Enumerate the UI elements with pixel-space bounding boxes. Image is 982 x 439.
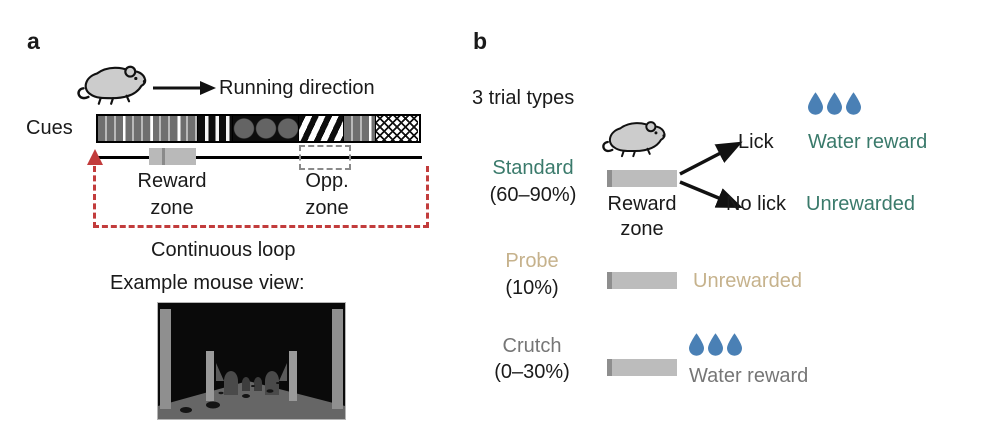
water-drops <box>689 333 742 356</box>
crutch-trial-name: Crutch <box>502 335 562 357</box>
continuous-loop-label: Continuous loop <box>151 239 296 261</box>
probe-trial-name: Probe <box>505 250 559 272</box>
standard-trial-name: Standard <box>492 157 574 179</box>
probe-outcome-label: Unrewarded <box>693 270 802 292</box>
mouse-icon-b <box>602 121 666 158</box>
mouse-icon <box>77 65 147 105</box>
cue-segment-diagonal-stripes <box>298 116 343 141</box>
lick-label: Lick <box>738 131 774 153</box>
water-drop-icon <box>808 92 823 115</box>
cue-bar <box>96 114 421 143</box>
water-drop-icon <box>846 92 861 115</box>
running-direction-arrow-icon <box>153 81 216 95</box>
cue-segment-vertical-stripes-2 <box>343 116 375 141</box>
loop-arrowhead-icon <box>87 149 103 165</box>
cues-label: Cues <box>26 117 73 139</box>
crutch-trial-percent: (0–30%) <box>494 361 570 383</box>
water-drop-icon <box>689 333 704 356</box>
water-drop-icon <box>727 333 742 356</box>
opp-zone-marker <box>299 145 351 170</box>
running-direction-label: Running direction <box>219 77 375 99</box>
decision-arrows-icon <box>679 141 743 209</box>
corridor-view <box>158 303 345 419</box>
example-mouse-view-label: Example mouse view: <box>110 272 305 294</box>
track-line <box>96 156 422 159</box>
no-lick-label: No lick <box>726 193 787 215</box>
water-reward-label: Water reward <box>808 131 928 153</box>
reward-zone-label: Reward zone <box>137 170 207 219</box>
panel-a-label: a <box>27 28 40 54</box>
crutch-reward-zone-bar <box>607 359 677 376</box>
reward-zone-tick <box>162 148 165 165</box>
water-drops <box>808 92 861 115</box>
crutch-outcome-label: Water reward <box>689 365 809 387</box>
probe-trial-percent: (10%) <box>505 277 559 299</box>
reward-zone-label-b: Reward zone <box>607 193 677 240</box>
trial-types-title: 3 trial types <box>472 87 575 109</box>
standard-trial-percent: (60–90%) <box>489 184 577 206</box>
cue-segment-crosshatch <box>375 116 418 141</box>
water-drop-icon <box>827 92 842 115</box>
unrewarded-label: Unrewarded <box>806 193 915 215</box>
continuous-loop-path <box>93 166 429 228</box>
water-drop-icon <box>708 333 723 356</box>
cue-segment-circles <box>232 116 298 141</box>
panel-b-label: b <box>473 28 488 54</box>
standard-reward-zone-bar <box>607 170 677 187</box>
cue-segment-white-stripes <box>197 116 232 141</box>
mouse-view-image <box>157 302 346 420</box>
reward-zone-marker <box>149 148 196 165</box>
cue-segment-vertical-stripes <box>98 116 197 141</box>
opp-zone-label: Opp. zone <box>305 170 349 219</box>
probe-reward-zone-bar <box>607 272 677 289</box>
